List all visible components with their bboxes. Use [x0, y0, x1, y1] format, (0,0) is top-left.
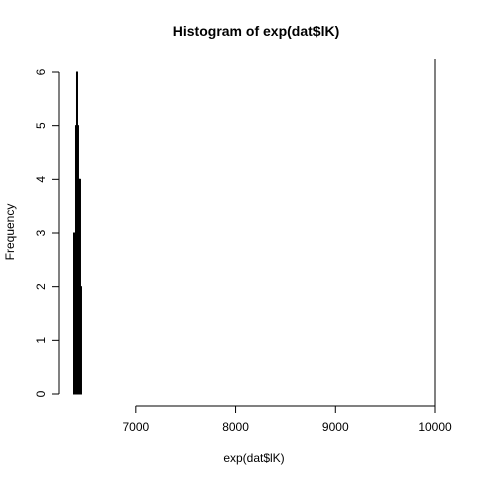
histogram-bar — [79, 286, 82, 395]
y-tick-label: 3 — [34, 229, 48, 236]
y-tick-label: 5 — [34, 122, 48, 129]
y-axis: 0 1 2 3 4 5 6 — [34, 68, 60, 397]
y-tick-label: 1 — [34, 337, 48, 344]
y-tick-label: 0 — [34, 390, 48, 397]
x-axis: 7000 8000 9000 10000 — [122, 405, 452, 434]
x-tick-label: 10000 — [418, 420, 452, 434]
y-tick-label: 6 — [34, 68, 48, 75]
chart-title: Histogram of exp(dat$lK) — [173, 23, 339, 39]
histogram-bars — [73, 71, 82, 395]
y-tick-label: 2 — [34, 283, 48, 290]
y-tick-label: 4 — [34, 176, 48, 183]
x-axis-label: exp(dat$lK) — [223, 451, 284, 465]
x-tick-label: 8000 — [222, 420, 249, 434]
x-tick-label: 7000 — [122, 420, 149, 434]
y-axis-label: Frequency — [3, 204, 17, 261]
x-tick-label: 9000 — [322, 420, 349, 434]
